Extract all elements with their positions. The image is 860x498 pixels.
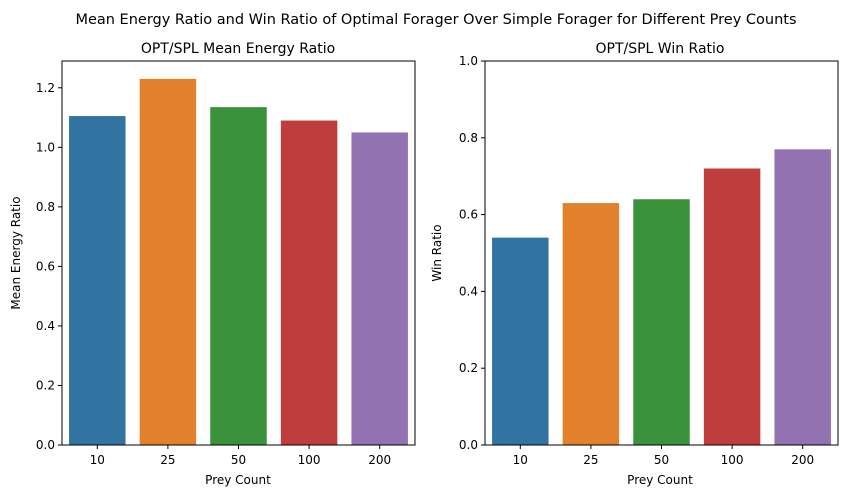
left-chart-y-label: Mean Energy Ratio bbox=[9, 196, 23, 309]
left-chart-x-tick-label: 10 bbox=[90, 453, 105, 467]
figure-suptitle: Mean Energy Ratio and Win Ratio of Optim… bbox=[75, 12, 796, 28]
left-chart-bars bbox=[69, 78, 408, 446]
right-chart-x-label: Prey Count bbox=[627, 473, 693, 487]
right-chart-x-ticks: 10 25 50 100 200 bbox=[513, 445, 814, 467]
right-chart-x-tick-label: 25 bbox=[583, 453, 598, 467]
right-chart-x-tick-label: 100 bbox=[721, 453, 744, 467]
right-chart-bar-100 bbox=[703, 168, 761, 445]
left-chart-x-ticks: 10 25 50 100 200 bbox=[90, 445, 391, 467]
left-chart-bar-100 bbox=[280, 120, 338, 445]
right-chart-bar-200 bbox=[774, 149, 831, 445]
left-chart-y-ticks: 0.0 0.2 0.4 0.6 0.8 1.0 1.2 bbox=[36, 81, 62, 452]
right-chart-x-tick-label: 50 bbox=[654, 453, 669, 467]
right-chart-y-tick-label: 0.6 bbox=[459, 208, 478, 222]
left-chart-bar-50 bbox=[210, 107, 267, 445]
left-chart-frame bbox=[61, 60, 416, 446]
left-chart-y-tick-label: 1.0 bbox=[36, 140, 55, 154]
right-chart-y-label: Win Ratio bbox=[430, 224, 444, 281]
right-chart-y-tick-label: 0.8 bbox=[459, 131, 478, 145]
right-chart-bar-50 bbox=[633, 199, 690, 445]
left-chart-bar-25 bbox=[139, 78, 197, 446]
left-chart-bar-10 bbox=[69, 116, 126, 445]
right-chart-x-tick-label: 200 bbox=[791, 453, 814, 467]
left-chart-y-tick-label: 0.2 bbox=[36, 378, 55, 392]
left-chart-x-tick-label: 100 bbox=[298, 453, 321, 467]
right-chart-frame bbox=[484, 60, 839, 446]
right-chart-y-tick-label: 0.4 bbox=[459, 284, 478, 298]
right-chart-y-tick-label: 0.0 bbox=[459, 438, 478, 452]
left-chart-x-label: Prey Count bbox=[205, 473, 271, 487]
left-chart-y-tick-label: 0.6 bbox=[36, 259, 55, 273]
right-chart-title: OPT/SPL Win Ratio bbox=[595, 41, 724, 57]
right-chart-bar-25 bbox=[562, 203, 620, 445]
right-chart-bars bbox=[492, 149, 831, 445]
right-chart-bar-10 bbox=[492, 237, 549, 445]
left-chart-y-tick-label: 1.2 bbox=[36, 81, 55, 95]
left-chart-y-tick-label: 0.0 bbox=[36, 438, 55, 452]
right-chart-x-tick-label: 10 bbox=[513, 453, 528, 467]
right-chart-y-tick-label: 1.0 bbox=[459, 54, 478, 68]
left-chart-x-tick-label: 200 bbox=[368, 453, 391, 467]
left-chart-x-tick-label: 25 bbox=[160, 453, 175, 467]
left-chart-x-tick-label: 50 bbox=[231, 453, 246, 467]
left-chart-bar-200 bbox=[351, 132, 408, 445]
left-chart-title: OPT/SPL Mean Energy Ratio bbox=[141, 41, 335, 57]
right-chart-y-tick-label: 0.2 bbox=[459, 361, 478, 375]
left-chart-y-tick-label: 0.4 bbox=[36, 319, 55, 333]
left-chart: OPT/SPL Mean Energy Ratio 0.00.20.40.60.… bbox=[9, 41, 416, 487]
left-chart-y-tick-label: 0.8 bbox=[36, 200, 55, 214]
right-chart: OPT/SPL Win Ratio 0.0 0.2 0.4 0.6 0.8 1.0 10 2… bbox=[430, 41, 839, 487]
right-chart-y-ticks: 0.0 0.2 0.4 0.6 0.8 1.0 bbox=[459, 54, 485, 452]
